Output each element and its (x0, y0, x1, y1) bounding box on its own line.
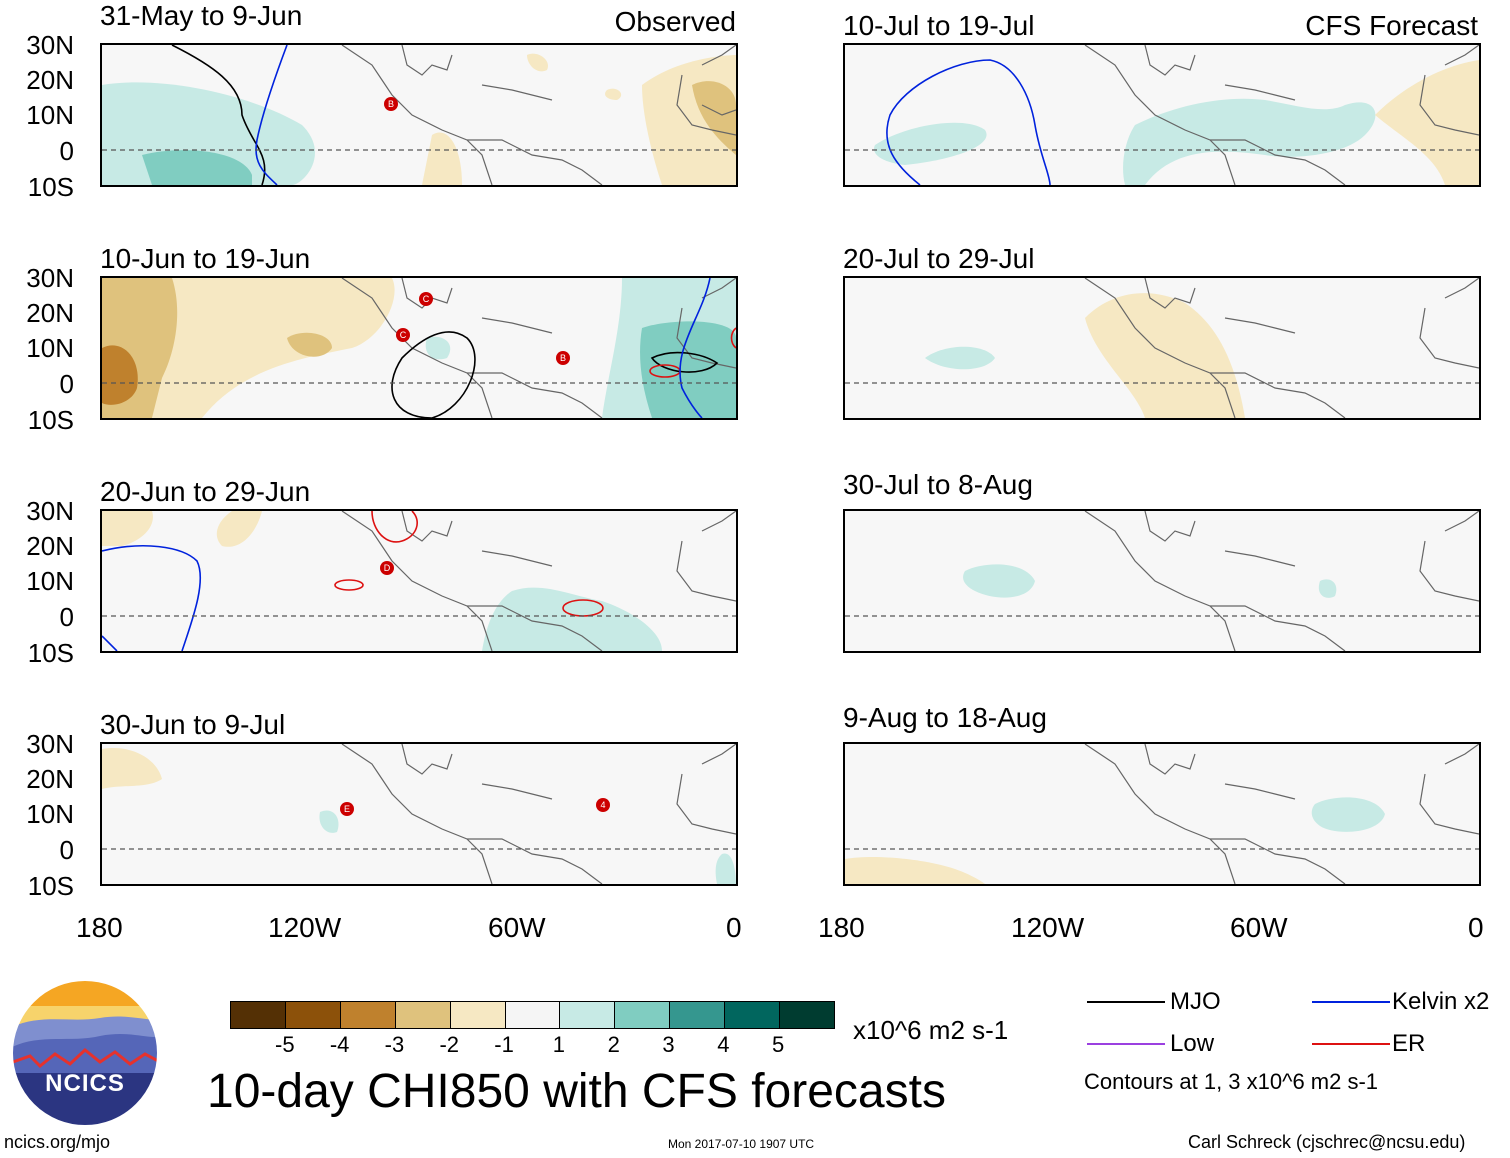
colorbar-segment (780, 1002, 834, 1028)
lat-label: 20N (26, 298, 74, 328)
colorbar-tick-label: 3 (662, 1032, 675, 1057)
map-panel-observed-4: E 4 (100, 742, 738, 886)
legend-label-kelvin: Kelvin x2 (1392, 988, 1490, 1015)
map-panel-observed-1: B (100, 43, 738, 187)
legend-label-er: ER (1392, 1030, 1426, 1057)
colorbar-tick-label: 4 (717, 1032, 730, 1057)
lat-label: 20N (26, 764, 74, 794)
legend-line-low (1087, 1043, 1165, 1045)
panel-title: 10-Jun to 19-Jun (100, 243, 311, 274)
panel-title: 31-May to 9-Jun (100, 0, 303, 31)
colorbar-tick-label: -1 (494, 1032, 514, 1057)
legend-label-mjo: MJO (1170, 988, 1221, 1015)
footer-url: ncics.org/mjo (4, 1132, 111, 1152)
lat-label: 0 (59, 602, 74, 632)
lat-label: 0 (59, 136, 74, 166)
lon-label: 180 (818, 912, 865, 943)
footer-timestamp: Mon 2017-07-10 1907 UTC (668, 1137, 815, 1151)
lat-label: 30N (26, 30, 74, 60)
map-panel-forecast-3 (843, 509, 1481, 653)
lat-label: 0 (59, 835, 74, 865)
map-panel-forecast-4 (843, 742, 1481, 886)
colorbar-segment (560, 1002, 616, 1028)
panel-title: 9-Aug to 18-Aug (843, 702, 1047, 733)
storm-marker-icon: E (340, 802, 354, 816)
colorbar-tick-label: 1 (552, 1032, 566, 1057)
panel-title: 20-Jun to 29-Jun (100, 476, 311, 507)
storm-marker-icon: B (384, 97, 398, 111)
colorbar-tick-labels: -5 -4 -3 -2 -1 1 2 3 4 5 (230, 1034, 833, 1060)
lat-label: 10N (26, 333, 74, 363)
map-panel-forecast-2 (843, 276, 1481, 420)
lon-label: 60W (488, 912, 546, 943)
legend-label-low: Low (1170, 1030, 1215, 1057)
colorbar-segment (450, 1002, 506, 1028)
legend-line-mjo (1087, 1001, 1165, 1003)
legend-note: Contours at 1, 3 x10^6 m2 s-1 (1084, 1069, 1379, 1094)
lon-label: 0 (726, 912, 742, 943)
lat-label: 10S (27, 172, 74, 202)
colorbar-tick-label: -3 (384, 1032, 405, 1057)
lat-label: 10S (27, 638, 74, 668)
ncics-logo: NCICS (10, 978, 160, 1128)
lon-label: 60W (1230, 912, 1288, 943)
storm-marker-icon: B (556, 351, 570, 365)
colorbar-tick-label: -2 (439, 1032, 460, 1057)
map-panel-observed-3: D (100, 509, 738, 653)
lat-label: 10S (27, 405, 74, 435)
colorbar-segment (615, 1002, 671, 1028)
lat-label: 30N (26, 729, 74, 759)
map-panel-forecast-1 (843, 43, 1481, 187)
lat-label: 20N (26, 531, 74, 561)
panel-corner-label: CFS Forecast (1305, 10, 1478, 41)
panel-title: 20-Jul to 29-Jul (843, 243, 1035, 274)
colorbar-segment (505, 1002, 561, 1028)
panel-corner-label: Observed (614, 6, 736, 37)
colorbar-segment (231, 1002, 286, 1028)
storm-marker-icon: C (396, 328, 410, 342)
lon-label: 0 (1468, 912, 1484, 943)
colorbar-tick-label: 5 (772, 1032, 785, 1057)
lat-label: 10N (26, 799, 74, 829)
footer-author: Carl Schreck (cjschrec@ncsu.edu) (1188, 1132, 1466, 1152)
lat-label: 0 (59, 369, 74, 399)
storm-marker-icon: D (380, 561, 394, 575)
lon-label: 120W (268, 912, 342, 943)
colorbar-tick-label: 2 (607, 1032, 620, 1057)
colorbar-tick-label: -5 (275, 1032, 295, 1057)
legend-line-kelvin (1312, 1001, 1390, 1003)
lon-label: 180 (76, 912, 123, 943)
colorbar-tick-label: -4 (329, 1032, 350, 1057)
colorbar-units: x10^6 m2 s-1 (853, 1015, 1009, 1045)
lat-label: 10N (26, 100, 74, 130)
storm-marker-icon: 4 (596, 798, 610, 812)
lat-label: 30N (26, 496, 74, 526)
colorbar-segment (670, 1002, 726, 1028)
map-panel-observed-2: C C B (100, 276, 738, 420)
storm-marker-icon: C (419, 292, 433, 306)
colorbar-segment (340, 1002, 396, 1028)
lat-label: 10N (26, 566, 74, 596)
main-title: 10-day CHI850 with CFS forecasts (207, 1065, 946, 1118)
colorbar (230, 1001, 835, 1029)
logo-text: NCICS (45, 1070, 125, 1097)
lat-label: 30N (26, 263, 74, 293)
panel-title: 30-Jun to 9-Jul (100, 709, 286, 740)
panel-title: 10-Jul to 19-Jul (843, 10, 1035, 41)
legend-line-er (1312, 1043, 1390, 1045)
lat-label: 10S (27, 871, 74, 901)
colorbar-segment (725, 1002, 781, 1028)
colorbar-segment (285, 1002, 341, 1028)
colorbar-segment (395, 1002, 451, 1028)
lat-label: 20N (26, 65, 74, 95)
lon-label: 120W (1011, 912, 1085, 943)
panel-title: 30-Jul to 8-Aug (843, 469, 1033, 500)
